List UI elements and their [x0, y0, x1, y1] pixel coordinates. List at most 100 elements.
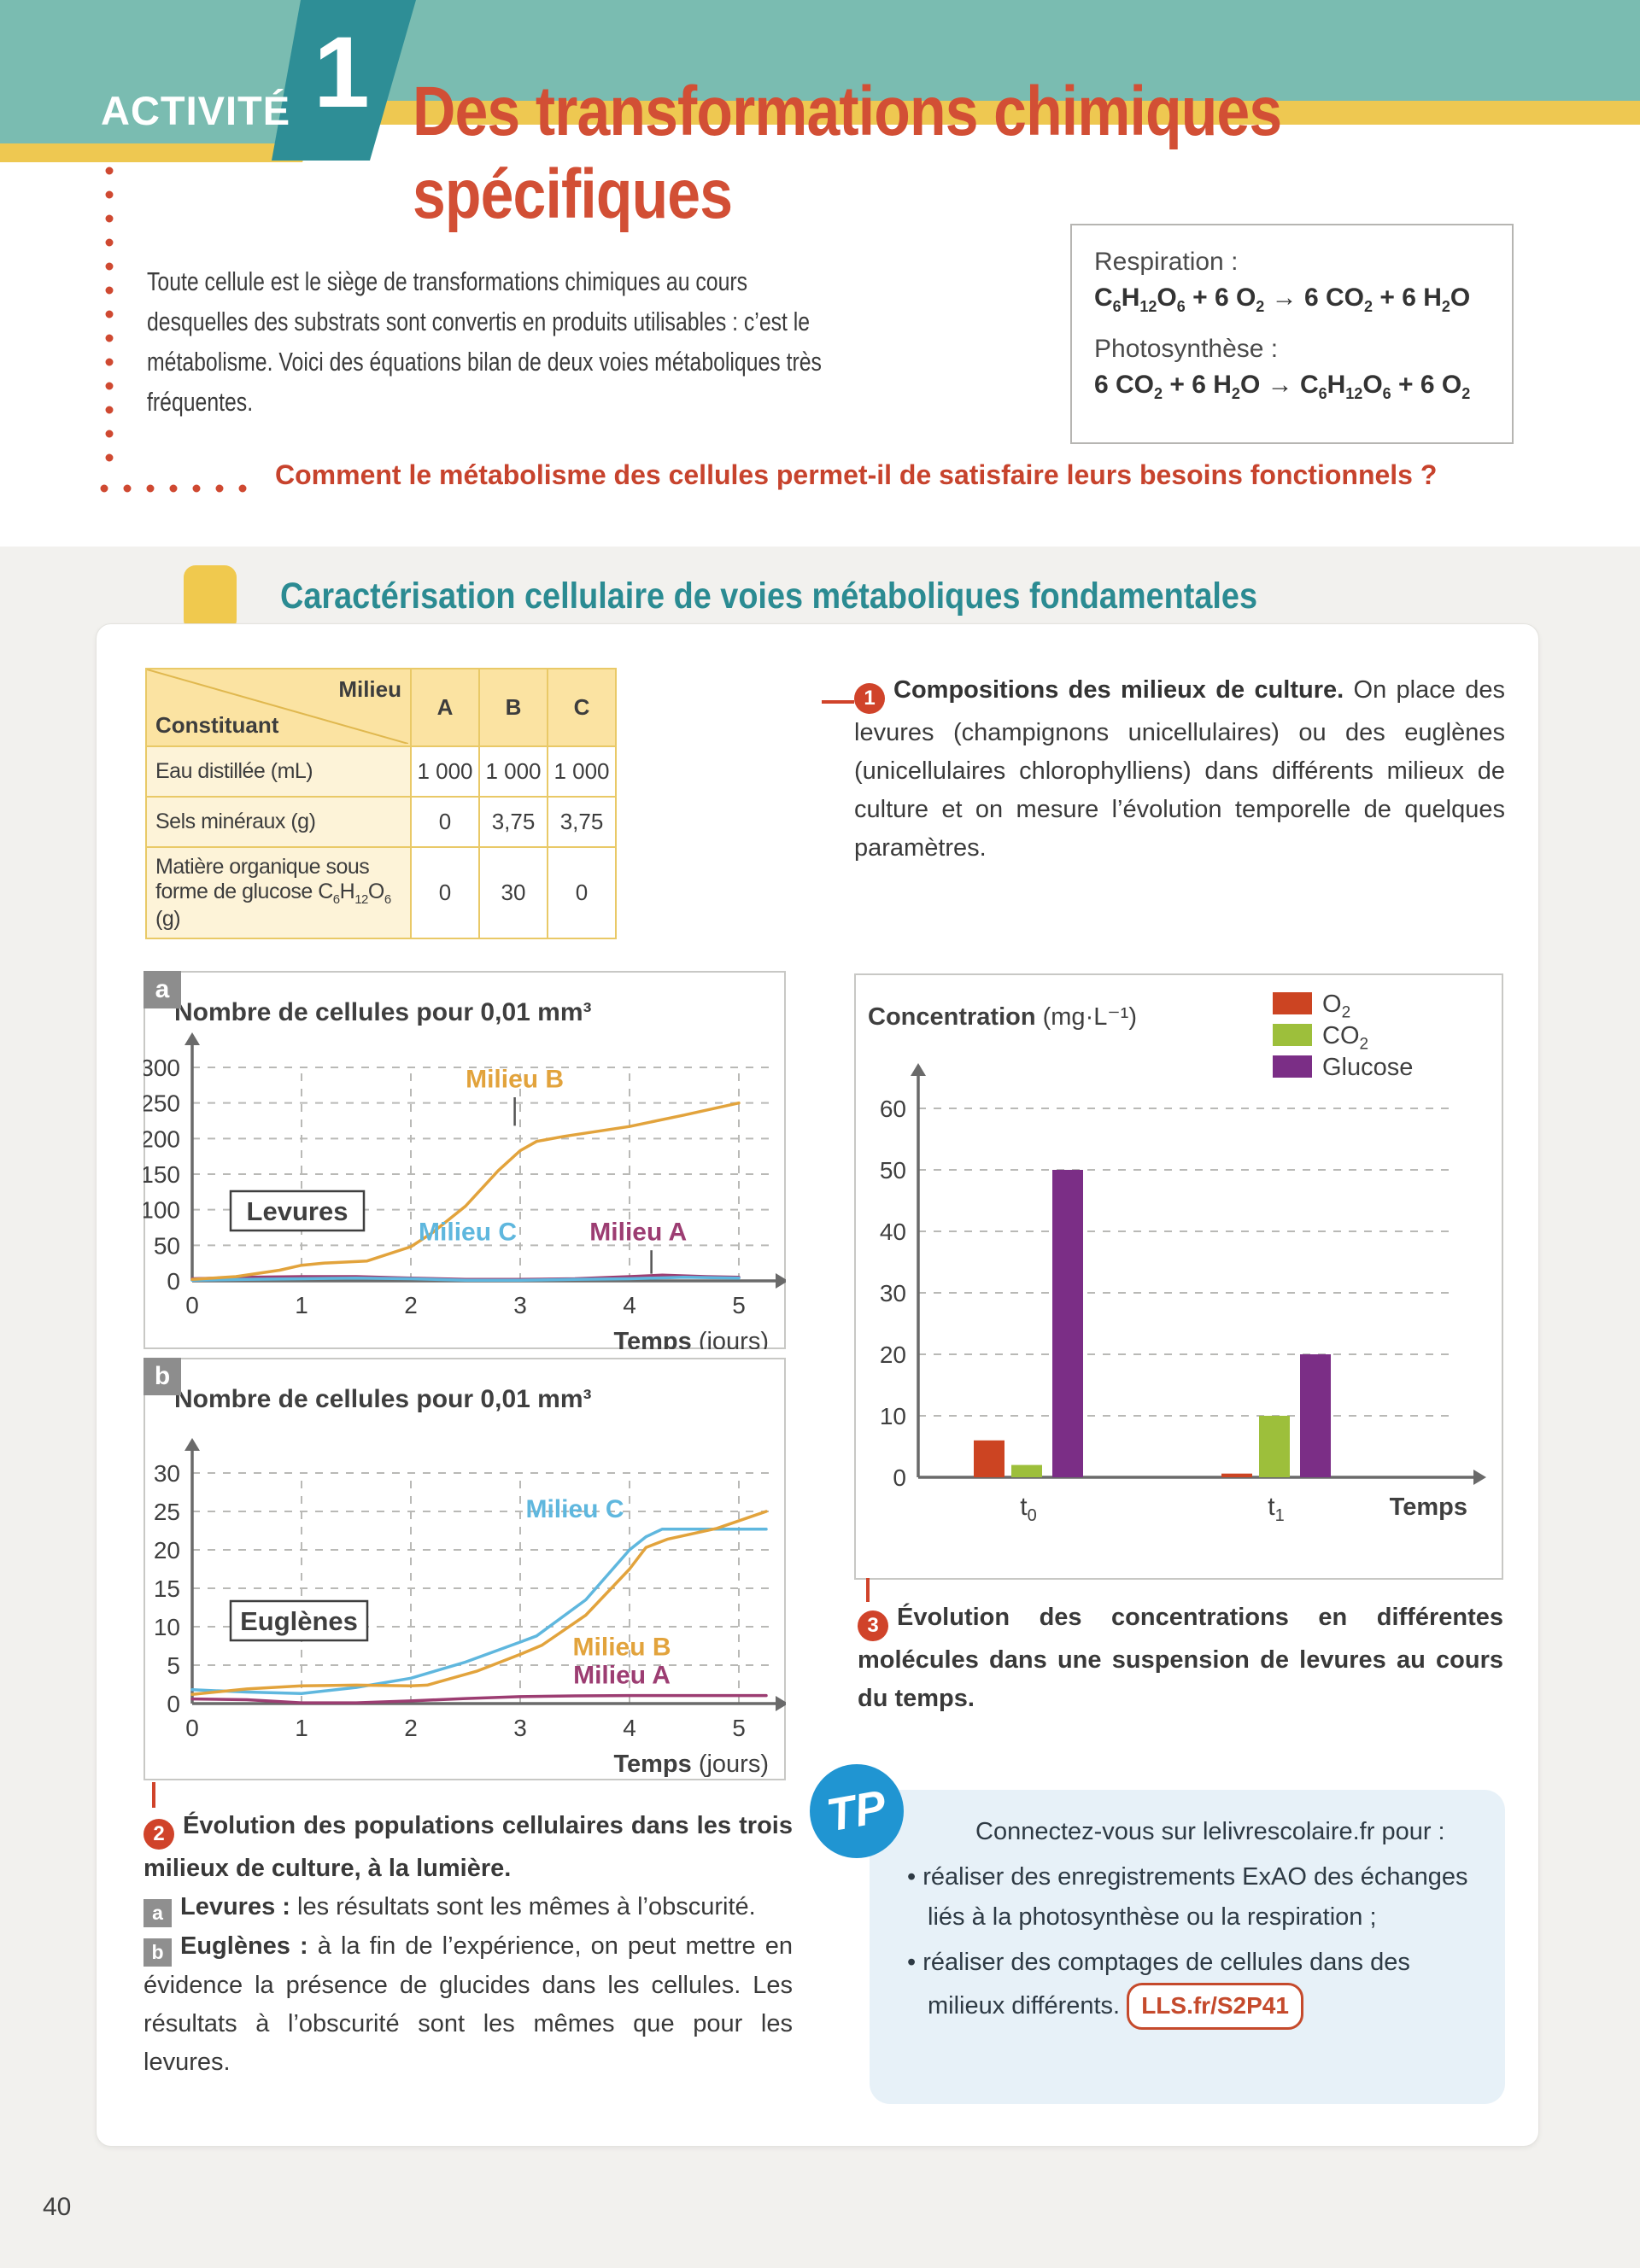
tp-bullet-2-text: • réaliser des comptages de cellules dan…	[907, 1949, 1410, 2020]
x-tick-3: 3	[513, 1715, 527, 1741]
y-tick-0: 0	[893, 1464, 906, 1491]
x-tick-0: 0	[185, 1715, 199, 1741]
x-tick-1: 1	[295, 1715, 308, 1741]
y-tick-20: 20	[154, 1537, 180, 1564]
chart-title: Nombre de cellules pour 0,01 mm³	[174, 998, 591, 1026]
tp-intro: Connectez-vous sur lelivrescolaire.fr po…	[975, 1818, 1445, 1845]
cell-value: 1 000	[410, 745, 480, 798]
x-axis-label: Temps (jours)	[613, 1328, 769, 1349]
red-dotted-guides	[100, 167, 261, 493]
doc1-text: On place des levures (champignons unicel…	[854, 676, 1505, 862]
x-axis-label: Temps	[1390, 1493, 1467, 1521]
x-tick-4: 4	[623, 1715, 636, 1741]
activity-label: ACTIVITÉ	[101, 88, 291, 133]
column-header-c: C	[547, 668, 617, 747]
row-label-eau: Eau distillée (mL)	[145, 745, 412, 798]
annotation-Milieu C: Milieu C	[419, 1219, 517, 1247]
cell-value: 30	[478, 846, 548, 939]
corner-diagonal	[147, 669, 408, 744]
cell-value: 1 000	[547, 745, 617, 798]
page-title-line2: spécifiques	[413, 155, 733, 233]
panel-badge-b: b	[144, 1358, 181, 1395]
header-yellow-stripe-left	[0, 143, 309, 162]
photosynthese-label: Photosynthèse :	[1094, 335, 1279, 363]
respiration-label: Respiration :	[1094, 248, 1239, 276]
corner-label-milieu: Milieu	[338, 676, 401, 702]
item-a-text: les résultats sont les mêmes à l’obscuri…	[290, 1892, 756, 1920]
series-line-Milieu C	[190, 1527, 768, 1696]
section-heading: Caractérisation cellulaire de voies méta…	[280, 576, 1258, 617]
cell-value: 1 000	[478, 745, 548, 798]
y-tick-50: 50	[880, 1157, 906, 1184]
section-yellow-tab	[184, 565, 237, 632]
page-title: Des transformations chimiques spécifique…	[413, 70, 1502, 236]
table-header-row: Milieu Constituant A B C	[145, 668, 617, 747]
y-tick-30: 30	[154, 1460, 180, 1487]
x-tick-0: 0	[185, 1292, 199, 1318]
tp-bullet-1: • réaliser des enregistrements ExAO des …	[907, 1863, 1468, 1931]
column-header-a: A	[410, 668, 480, 747]
caption2-intro-text: Évolution des populations cellulaires da…	[144, 1812, 793, 1882]
concentration-bar-chart: 0 10 20 30 40 50 60 Concentration (mg·L⁻¹) O2CO2…	[854, 973, 1503, 1580]
caption2-item-a: a Levures : les résultats sont les mêmes …	[144, 1888, 793, 1927]
y-tick-25: 25	[154, 1499, 180, 1525]
panel-badge-a: a	[144, 971, 181, 1008]
table-row: Matière organique sous forme de glucose …	[145, 846, 617, 939]
annotation-Milieu A: Milieu A	[573, 1662, 671, 1690]
item-a-badge: a	[144, 1898, 172, 1927]
caption2-intro: 2 Évolution des populations cellulaires d…	[144, 1807, 793, 1888]
item-a-lead: Levures :	[180, 1892, 290, 1920]
y-tick-10: 10	[154, 1614, 180, 1640]
doc1-caption: 1 Compositions des milieux de culture. On…	[854, 671, 1505, 868]
caption2-connector-line	[152, 1782, 155, 1808]
legend-label-0: O2	[1322, 991, 1350, 1022]
lls-link[interactable]: LLS.fr/S2P41	[1127, 1983, 1303, 2030]
y-tick-30: 30	[880, 1280, 906, 1306]
y-tick-0: 0	[167, 1691, 180, 1717]
panel-border	[144, 971, 786, 1349]
item-b-text: à la fin de l’expérience, on peut mettre…	[144, 1932, 793, 2076]
page-number: 40	[43, 2193, 72, 2221]
x-tick-3: 3	[513, 1292, 527, 1318]
x-axis-label: Temps (jours)	[613, 1751, 769, 1778]
y-tick-50: 50	[154, 1232, 180, 1259]
series-line-Milieu B	[190, 1510, 768, 1696]
y-tick-15: 15	[154, 1575, 180, 1602]
x-tick-2: 2	[404, 1292, 418, 1318]
tp-bullet-2: • réaliser des comptages de cellules dan…	[907, 1943, 1481, 2030]
series-line-Milieu A	[190, 1693, 768, 1704]
item-b-lead: Euglènes :	[180, 1932, 308, 1960]
bar-CO|2|-0	[1011, 1464, 1042, 1477]
legend-swatch-1	[1273, 1024, 1312, 1046]
x-tick-5: 5	[732, 1715, 746, 1741]
organism-box-label: Levures	[247, 1196, 348, 1226]
table-row: Sels minéraux (g) 0 3,75 3,75	[145, 796, 617, 848]
annotation-Milieu C: Milieu C	[525, 1495, 624, 1523]
euglenes-line-chart: 0 1 2 3 4 5 0 5 10 15 20 25 30 Nombre de cellules pou…	[144, 1358, 786, 1780]
cell-value: 0	[410, 796, 480, 848]
y-tick-150: 150	[144, 1161, 180, 1188]
legend-swatch-2	[1273, 1055, 1312, 1078]
column-header-b: B	[478, 668, 548, 747]
y-tick-250: 250	[144, 1090, 180, 1117]
respiration-equation: C6H12O6 + 6 O2 → 6 CO2 + 6 H2O	[1094, 284, 1471, 315]
activity-number: 1	[313, 16, 370, 129]
doc2-number-badge: 2	[144, 1818, 174, 1850]
legend-label-1: CO2	[1322, 1022, 1368, 1054]
y-tick-0: 0	[167, 1268, 180, 1295]
equations-box: Respiration : C6H12O6 + 6 O2 → 6 CO2 + 6…	[1070, 224, 1514, 444]
panel-border	[144, 1358, 786, 1780]
tp-logo-icon: TP	[810, 1764, 904, 1858]
y-tick-200: 200	[144, 1125, 180, 1152]
table-corner-cell: Milieu Constituant	[145, 668, 412, 747]
y-tick-60: 60	[880, 1096, 906, 1122]
doc3-number-badge: 3	[858, 1610, 888, 1641]
guiding-question: Comment le métabolisme des cellules perm…	[275, 459, 1438, 490]
x-tick-2: 2	[404, 1715, 418, 1741]
y-tick-300: 300	[144, 1055, 180, 1081]
bar-CO|2|-1	[1259, 1416, 1290, 1477]
y-tick-5: 5	[167, 1652, 180, 1679]
row-label-sels: Sels minéraux (g)	[145, 796, 412, 848]
